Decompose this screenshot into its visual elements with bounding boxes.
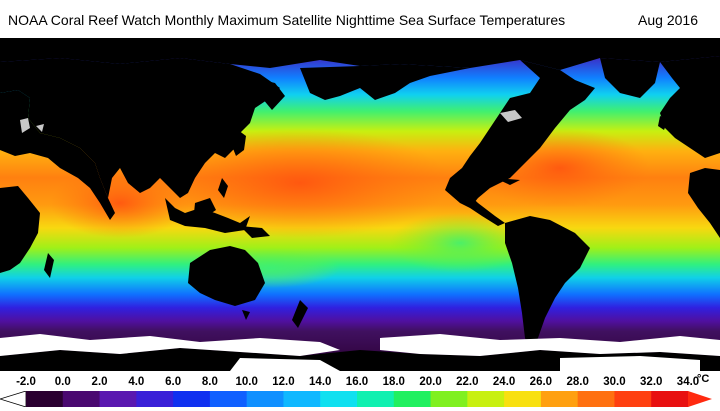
sea-ice-south-2 xyxy=(380,334,720,356)
antarctica xyxy=(0,348,720,371)
tasmania xyxy=(242,310,250,320)
cuba xyxy=(495,178,520,185)
map-title-bar: NOAA Coral Reef Watch Monthly Maximum Sa… xyxy=(0,0,720,38)
scale-segment xyxy=(209,391,248,407)
color-scale: -2.0 0.0 2.0 4.0 6.0 8.0 10.0 12.0 14.0 16.0 18.0 2… xyxy=(0,371,720,411)
africa-west-edge xyxy=(688,168,720,238)
great-lakes xyxy=(500,110,522,122)
kamchatka xyxy=(255,78,285,110)
central-america xyxy=(462,188,505,226)
scale-segment xyxy=(320,391,358,407)
uk xyxy=(658,116,668,130)
australia xyxy=(188,246,265,306)
scale-tick-label: 10.0 xyxy=(235,376,258,388)
greenland xyxy=(600,58,660,98)
japan xyxy=(232,130,246,156)
scale-tick-label: 30.0 xyxy=(603,376,626,388)
scale-tick-label: 2.0 xyxy=(91,376,108,388)
scale-unit: °C xyxy=(697,373,710,385)
scale-tick-label: 26.0 xyxy=(529,376,553,388)
colorbar xyxy=(0,391,712,407)
scale-segment xyxy=(283,391,321,407)
sst-map xyxy=(0,38,720,371)
scale-tick-label: 8.0 xyxy=(201,376,218,388)
scale-segment xyxy=(357,391,395,407)
sea-ice-layer xyxy=(0,334,720,371)
new-zealand xyxy=(292,300,308,328)
scale-segment xyxy=(430,391,468,407)
scale-arrow-high xyxy=(688,391,712,407)
scale-tick-label: 28.0 xyxy=(566,376,589,388)
inland-water-layer xyxy=(20,110,522,133)
scale-arrow-low xyxy=(0,391,27,407)
scale-segment xyxy=(99,391,137,407)
scale-tick-label: 34.0 xyxy=(676,376,700,388)
map-title: NOAA Coral Reef Watch Monthly Maximum Sa… xyxy=(8,12,566,28)
sea-ice-weddell xyxy=(230,358,340,371)
scale-segment xyxy=(651,391,689,407)
scale-tick-label: 32.0 xyxy=(640,376,663,388)
scale-tick-label: 4.0 xyxy=(128,376,145,388)
scale-segment xyxy=(467,391,505,407)
scale-tick-label: 16.0 xyxy=(345,376,369,388)
scale-tick-label: 22.0 xyxy=(456,376,479,388)
scale-segment xyxy=(173,391,211,407)
scale-tick-label: 0.0 xyxy=(54,376,71,388)
sea-ice-ross xyxy=(560,356,700,371)
aral-sea xyxy=(36,124,44,132)
scale-segment xyxy=(26,391,64,407)
map-date: Aug 2016 xyxy=(638,12,698,28)
africa xyxy=(0,186,40,273)
caspian-sea xyxy=(20,118,30,133)
scale-segment xyxy=(614,391,652,407)
scale-tick-label: 12.0 xyxy=(272,376,295,388)
scale-tick-label: 6.0 xyxy=(165,376,182,388)
sea-ice-south xyxy=(0,334,340,356)
scale-segment xyxy=(136,391,174,407)
scale-tick-label: 24.0 xyxy=(492,376,516,388)
alaska xyxy=(300,66,360,100)
europe-east-edge xyxy=(660,56,720,158)
scale-segment xyxy=(246,391,284,407)
scale-tick-label: 18.0 xyxy=(382,376,405,388)
scale-segment xyxy=(62,391,101,407)
south-america xyxy=(505,216,590,350)
scale-tick-label: -2.0 xyxy=(16,376,36,388)
scale-tick-label: 20.0 xyxy=(419,376,442,388)
land-layer xyxy=(0,38,720,371)
north-america xyxy=(360,60,595,208)
new-guinea xyxy=(240,226,270,238)
scale-tick-label: 14.0 xyxy=(309,376,332,388)
asia xyxy=(0,58,280,198)
scale-segment xyxy=(393,391,432,407)
scale-segment xyxy=(504,391,542,407)
ocean-layer xyxy=(0,38,720,371)
scale-segment xyxy=(540,391,579,407)
arctic-land xyxy=(0,38,720,70)
scale-segment xyxy=(577,391,615,407)
madagascar xyxy=(44,253,54,278)
philippines xyxy=(218,178,228,198)
borneo xyxy=(194,198,216,218)
